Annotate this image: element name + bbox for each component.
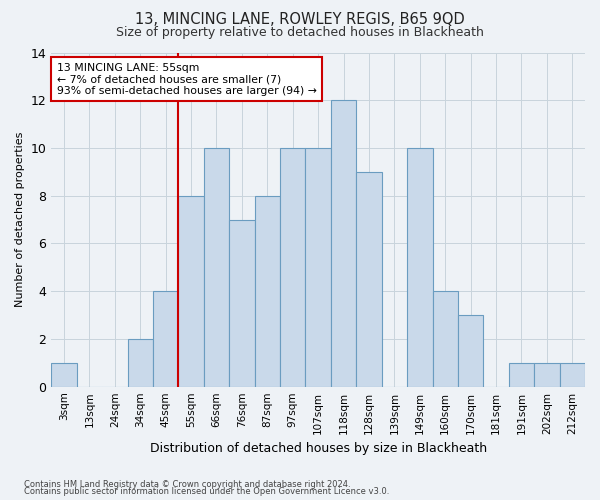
Bar xyxy=(560,363,585,386)
Bar xyxy=(204,148,229,386)
Bar xyxy=(458,315,484,386)
Y-axis label: Number of detached properties: Number of detached properties xyxy=(15,132,25,308)
Text: Contains public sector information licensed under the Open Government Licence v3: Contains public sector information licen… xyxy=(24,488,389,496)
Bar xyxy=(229,220,254,386)
Bar xyxy=(407,148,433,386)
Bar xyxy=(280,148,305,386)
Bar xyxy=(153,291,178,386)
Bar xyxy=(254,196,280,386)
Bar xyxy=(509,363,534,386)
Bar xyxy=(178,196,204,386)
Bar xyxy=(356,172,382,386)
Text: 13, MINCING LANE, ROWLEY REGIS, B65 9QD: 13, MINCING LANE, ROWLEY REGIS, B65 9QD xyxy=(135,12,465,28)
Bar xyxy=(51,363,77,386)
Bar xyxy=(433,291,458,386)
Text: Size of property relative to detached houses in Blackheath: Size of property relative to detached ho… xyxy=(116,26,484,39)
X-axis label: Distribution of detached houses by size in Blackheath: Distribution of detached houses by size … xyxy=(149,442,487,455)
Bar xyxy=(128,339,153,386)
Bar xyxy=(331,100,356,386)
Text: 13 MINCING LANE: 55sqm
← 7% of detached houses are smaller (7)
93% of semi-detac: 13 MINCING LANE: 55sqm ← 7% of detached … xyxy=(56,62,317,96)
Text: Contains HM Land Registry data © Crown copyright and database right 2024.: Contains HM Land Registry data © Crown c… xyxy=(24,480,350,489)
Bar xyxy=(534,363,560,386)
Bar xyxy=(305,148,331,386)
